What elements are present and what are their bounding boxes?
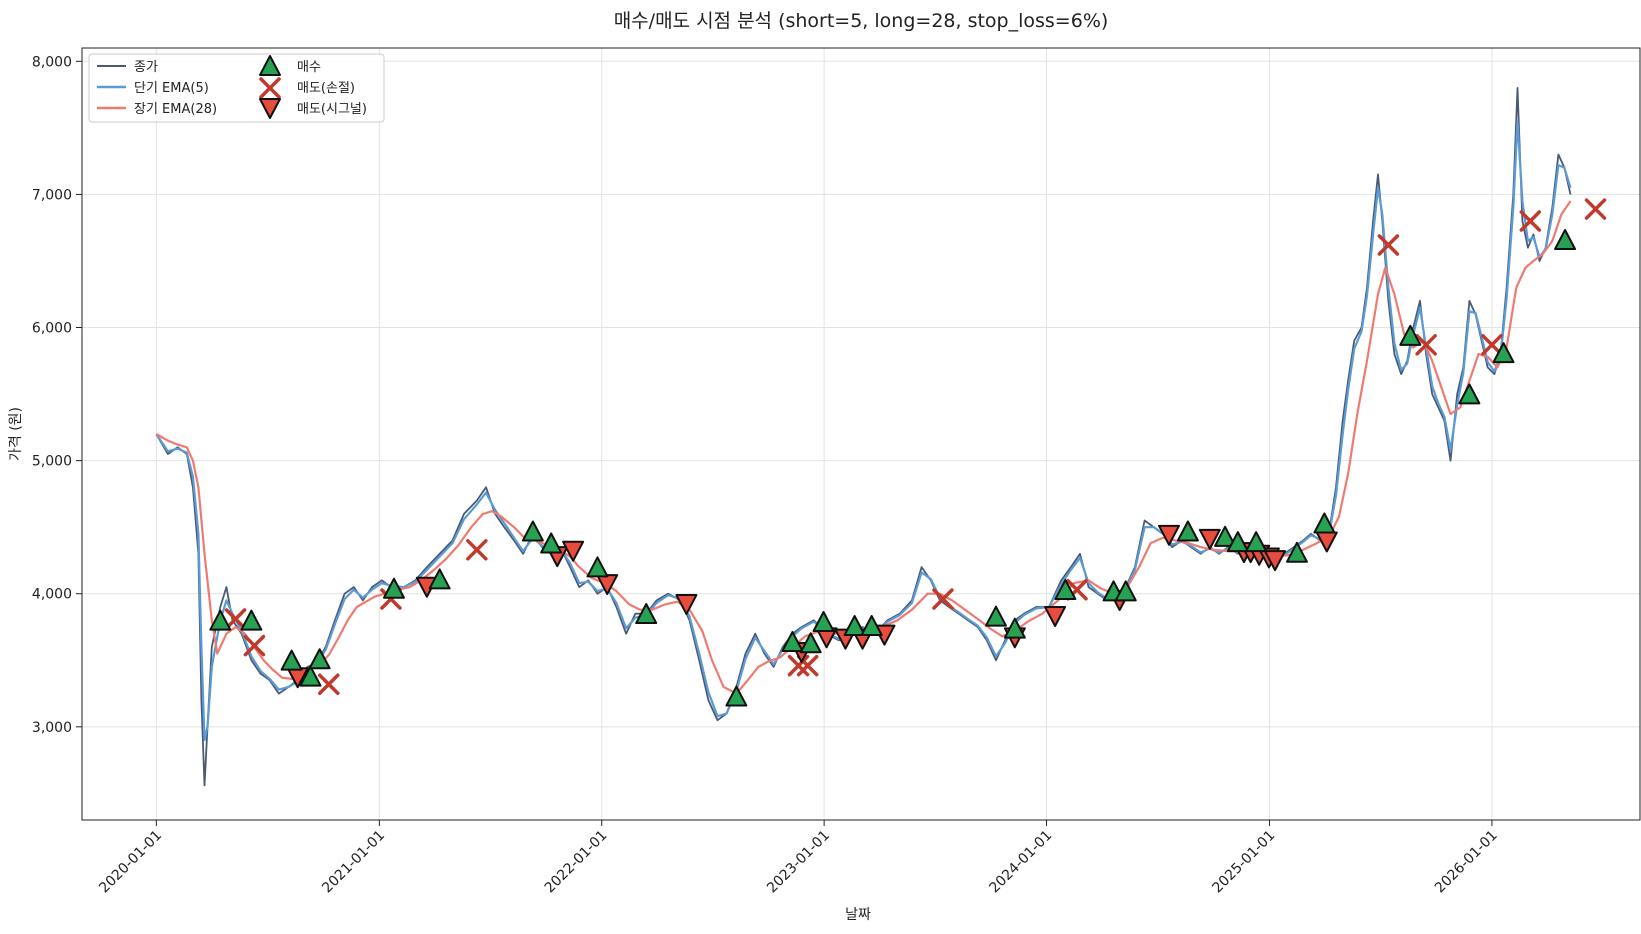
sell-signal-marker (1198, 528, 1221, 550)
buy-marker (984, 605, 1007, 627)
legend-label-ema-short: 단기 EMA(5) (134, 81, 209, 96)
stop-loss-marker (1377, 234, 1400, 256)
buy-marker (1399, 324, 1422, 346)
y-axis-label: 가격 (원) (8, 407, 24, 461)
stop-loss-marker (1481, 334, 1503, 356)
stop-loss-marker (932, 588, 954, 610)
stop-loss-marker (1519, 210, 1542, 232)
legend: 종가 단기 EMA(5) 장기 EMA(28) 매수 매도(손절) 매도(시그널… (88, 53, 385, 123)
buy-marker (428, 568, 451, 590)
buy-marker (1492, 342, 1515, 364)
legend-marker-buy (259, 55, 281, 76)
buy-marker (1313, 512, 1336, 534)
buy-marker (1285, 541, 1308, 563)
x-axis-label: 날짜 (845, 907, 871, 923)
sell-signal-marker (1264, 550, 1287, 572)
buy-marker (1245, 531, 1268, 553)
buy-marker (1054, 579, 1077, 601)
y-tick-label: 7,000 (32, 187, 72, 203)
buy-marker (1003, 617, 1026, 639)
legend-label-ema-long: 장기 EMA(28) (134, 102, 217, 117)
stop-loss-marker (224, 608, 247, 630)
grid-lines (82, 48, 1640, 820)
buy-marker (860, 615, 883, 636)
y-tick-label: 3,000 (32, 720, 72, 736)
stop-loss-marker (466, 539, 488, 561)
buy-marker (1458, 383, 1481, 405)
legend-marker-stop-loss (259, 77, 281, 99)
buy-marker (240, 609, 263, 631)
sell-signal-marker (1044, 606, 1067, 628)
stop-loss-marker (1584, 198, 1607, 220)
y-tick-label: 6,000 (32, 321, 72, 337)
legend-label-buy: 매수 (297, 60, 321, 75)
chart-title: 매수/매도 시점 분석 (short=5, long=28, stop_loss… (614, 10, 1109, 32)
buy-marker (586, 556, 609, 578)
buy-marker (540, 532, 563, 554)
y-tick-label: 4,000 (32, 587, 72, 603)
buy-marker (521, 520, 544, 542)
legend-marker-sell-signal (259, 98, 281, 119)
sell-signal-marker (1158, 524, 1181, 546)
buy-marker (1226, 531, 1249, 553)
legend-label-sell-signal: 매도(시그널) (297, 102, 367, 117)
signal-layer (209, 198, 1607, 707)
legend-box (88, 53, 385, 123)
buy-marker (781, 630, 804, 652)
buy-marker (209, 609, 232, 631)
buy-marker (843, 615, 866, 636)
stop-loss-marker (787, 654, 810, 677)
y-tick-label: 8,000 (32, 54, 72, 70)
buy-marker (280, 649, 303, 671)
y-tick-label: 5,000 (32, 454, 72, 470)
stop-loss-marker (318, 673, 340, 695)
series-ema-short-line (155, 120, 1572, 742)
buy-marker (382, 577, 405, 599)
buy-marker (308, 648, 331, 670)
y-axis: 3,000 4,000 5,000 6,000 7,000 8,000 (32, 54, 82, 736)
sell-signal-marker (675, 594, 698, 616)
buy-marker (635, 603, 658, 625)
plot-area-frame (81, 47, 1641, 821)
buy-marker (1554, 229, 1577, 250)
buy-marker (1176, 520, 1199, 542)
stop-loss-marker (243, 634, 266, 657)
stop-loss-marker (1415, 334, 1437, 356)
sell-signal-marker (562, 540, 585, 562)
buy-marker (299, 665, 322, 687)
buy-marker (812, 611, 835, 633)
buy-marker (725, 685, 748, 707)
buy-marker (1114, 580, 1137, 602)
legend-label-stop-loss: 매도(손절) (297, 81, 355, 96)
legend-label-close: 종가 (134, 60, 158, 75)
buy-marker (1214, 525, 1237, 547)
buy-marker (799, 632, 822, 654)
